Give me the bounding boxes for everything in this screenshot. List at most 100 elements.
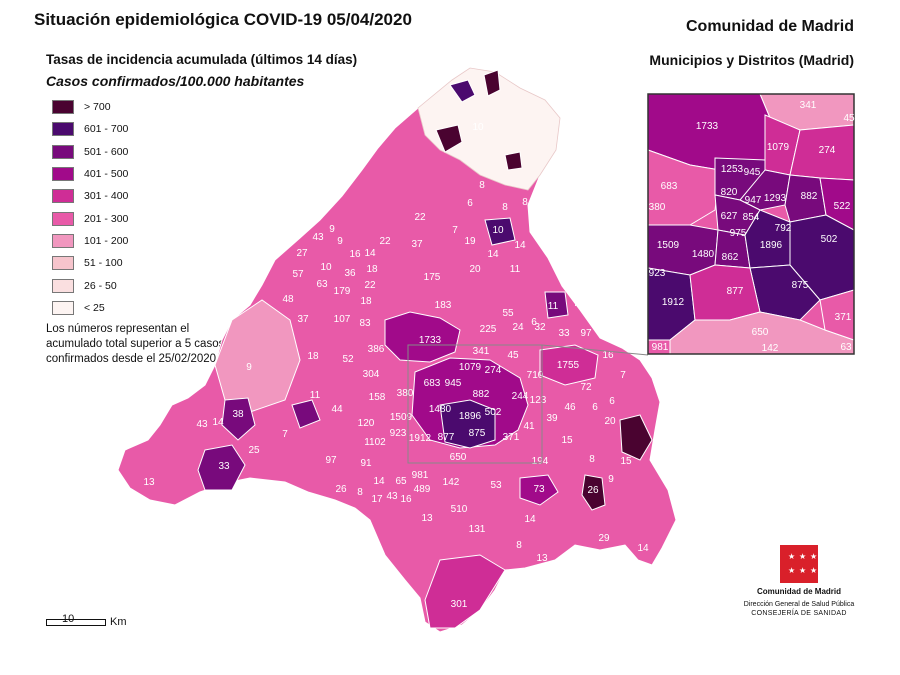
map-value-label: 6 — [467, 198, 473, 209]
region-1733 — [384, 311, 461, 363]
map-value-label: 97 — [325, 455, 337, 466]
legend-label: 101 - 200 — [84, 234, 129, 247]
map-value-label: 26 — [587, 485, 599, 496]
legend-item: 201 - 300 — [52, 207, 128, 229]
map-value-label: 158 — [369, 392, 386, 403]
inset-map: 341 45 1733 1079 274 1253 945 683 820 94… — [647, 93, 855, 355]
map-value-label: 43 — [312, 232, 324, 243]
map-value-label: 14 — [514, 240, 526, 251]
legend-label: 201 - 300 — [84, 212, 129, 225]
legend-swatch — [52, 256, 74, 271]
map-value-label: 1509 — [390, 412, 413, 423]
map-value-label: 33 — [218, 461, 230, 472]
map-value-label: 683 — [424, 378, 441, 389]
legend-swatch — [52, 189, 74, 204]
inset-value-label: 341 — [800, 100, 817, 111]
map-value-label: 7 — [573, 298, 579, 309]
map-value-label: 371 — [503, 432, 520, 443]
map-value-label: 63 — [316, 279, 328, 290]
map-value-label: 41 — [523, 421, 535, 432]
inset-value-label: 1480 — [692, 249, 715, 260]
legend-swatch — [52, 167, 74, 182]
map-value-label: 341 — [473, 346, 490, 357]
map-value-label: 142 — [443, 477, 460, 488]
map-value-label: 981 — [412, 470, 429, 481]
map-value-label: 57 — [292, 269, 304, 280]
main-map-labels: 10 8 6 8 8 10 14 43 9 22 37 22 19 7 27 9… — [143, 122, 649, 610]
map-value-label: 91 — [360, 458, 372, 469]
map-value-label: 131 — [469, 524, 486, 535]
scale-bar: 10 Km — [46, 613, 127, 628]
inset-value-label: 683 — [661, 181, 678, 192]
legend-item: 51 - 100 — [52, 252, 128, 274]
scale-value: 10 — [62, 613, 75, 625]
map-value-label: 1102 — [364, 437, 386, 448]
map-value-label: 8 — [516, 540, 522, 551]
inset-value-label: 1079 — [767, 142, 790, 153]
map-value-label: 6 — [609, 396, 615, 407]
legend-swatch — [52, 100, 74, 115]
map-value-label: 13 — [143, 477, 155, 488]
map-value-label: 10 — [492, 225, 504, 236]
map-value-label: 37 — [297, 314, 309, 325]
map-value-label: 18 — [366, 264, 378, 275]
inset-district — [739, 169, 791, 211]
map-subtitle: Tasas de incidencia acumulada (últimos 1… — [46, 52, 358, 67]
map-value-label: 502 — [485, 407, 502, 418]
legend-label: 301 - 400 — [84, 190, 129, 203]
map-value-label: 22 — [379, 236, 391, 247]
legend-item: < 25 — [52, 297, 128, 319]
map-title: Situación epidemiológica COVID-19 05/04/… — [34, 10, 412, 29]
map-units: Casos confirmados/100.000 habitantes — [46, 73, 305, 89]
legend-label: 501 - 600 — [84, 145, 129, 158]
map-value-label: 8 — [589, 454, 595, 465]
map-value-label: 301 — [451, 599, 468, 610]
map-value-label: 32 — [534, 322, 546, 333]
map-value-label: 7 — [282, 429, 288, 440]
inset-frame — [647, 93, 855, 355]
map-value-label: 11 — [310, 390, 321, 401]
map-value-label: 8 — [522, 197, 528, 208]
map-value-label: 6 — [531, 317, 537, 328]
region-south-strip — [424, 554, 506, 629]
map-value-label: 25 — [248, 445, 260, 456]
legend-item: 501 - 600 — [52, 141, 128, 163]
legend-label: > 700 — [84, 101, 111, 114]
inset-value-label: 981 — [652, 342, 669, 353]
map-value-label: 73 — [533, 484, 545, 495]
map-value-label: 14 — [212, 417, 224, 428]
inset-value-label: 502 — [821, 234, 838, 245]
inset-value-label: 650 — [752, 327, 769, 338]
legend-label: 401 - 500 — [84, 168, 129, 181]
map-value-label: 650 — [450, 452, 467, 463]
map-value-label: 6 — [592, 402, 598, 413]
map-value-label: 14 — [364, 248, 376, 259]
map-value-label: 15 — [561, 435, 573, 446]
map-value-label: 18 — [360, 296, 372, 307]
map-value-label: 43 — [196, 419, 208, 430]
legend-label: 51 - 100 — [84, 257, 123, 270]
zoom-area-box — [407, 344, 543, 464]
map-value-label: 24 — [512, 322, 524, 333]
map-value-label: 120 — [358, 418, 375, 429]
map-value-label: 20 — [604, 416, 616, 427]
map-value-label: 1480 — [429, 404, 452, 415]
map-value-label: 8 — [479, 180, 485, 191]
legend-item: > 700 — [52, 96, 128, 118]
logo-department: Dirección General de Salud Pública — [743, 601, 855, 608]
map-value-label: 9 — [246, 362, 252, 373]
legend-item: 601 - 700 — [52, 118, 128, 140]
map-value-label: 19 — [464, 236, 476, 247]
region-38 — [221, 397, 256, 441]
region-capital-south — [439, 399, 496, 449]
map-value-label: 46 — [564, 402, 576, 413]
map-value-label: 27 — [296, 248, 308, 259]
inset-value-label: 627 — [721, 211, 738, 222]
map-value-label: 55 — [502, 308, 514, 319]
legend-swatch — [52, 211, 74, 226]
inset-value-label: 947 — [745, 195, 762, 206]
region-nw-dark-3 — [435, 124, 463, 153]
map-value-label: 225 — [480, 324, 497, 335]
logo-ministry: CONSEJERÍA DE SANIDAD — [751, 610, 847, 617]
